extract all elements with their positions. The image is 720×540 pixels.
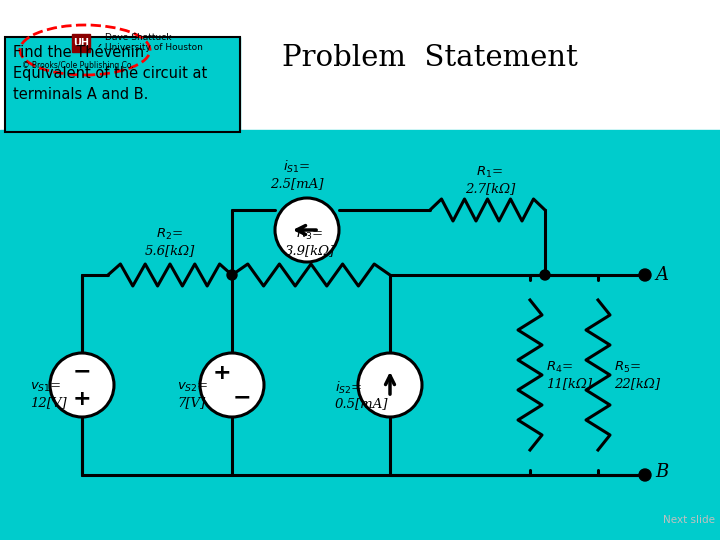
Text: +: + — [73, 389, 91, 409]
Text: Problem  Statement: Problem Statement — [282, 44, 578, 72]
Text: $R_3$=
3.9[kΩ]: $R_3$= 3.9[kΩ] — [285, 227, 335, 257]
Text: Next slide: Next slide — [663, 515, 715, 525]
Text: $R_1$=
2.7[kΩ]: $R_1$= 2.7[kΩ] — [465, 165, 515, 195]
Text: B: B — [655, 463, 668, 481]
Text: $v_{S2}$=
7[V]: $v_{S2}$= 7[V] — [177, 381, 209, 409]
Circle shape — [200, 353, 264, 417]
Text: $R_4$=
11[kΩ]: $R_4$= 11[kΩ] — [546, 360, 592, 390]
Circle shape — [639, 269, 651, 281]
Text: Find the Thévenin
Equivalent of the circuit at
terminals A and B.: Find the Thévenin Equivalent of the circ… — [13, 45, 207, 102]
Text: −: − — [233, 387, 251, 407]
Text: © Brooks/Cole Publishing Co.: © Brooks/Cole Publishing Co. — [22, 60, 134, 70]
Text: $R_5$=
22[kΩ]: $R_5$= 22[kΩ] — [614, 360, 660, 390]
Text: $i_{S1}$=
2.5[mA]: $i_{S1}$= 2.5[mA] — [270, 159, 324, 190]
Bar — [5, 37, 240, 132]
Text: A: A — [655, 266, 668, 284]
Text: Dave Shattuck: Dave Shattuck — [105, 33, 171, 43]
Circle shape — [540, 270, 550, 280]
Bar — [5, 37, 240, 132]
Text: University of Houston: University of Houston — [105, 43, 203, 51]
Circle shape — [50, 353, 114, 417]
Text: $R_2$=
5.6[kΩ]: $R_2$= 5.6[kΩ] — [145, 227, 195, 257]
Text: $i_{S2}$=
0.5[mA]: $i_{S2}$= 0.5[mA] — [335, 380, 389, 410]
Circle shape — [275, 198, 339, 262]
Text: −: − — [73, 361, 91, 381]
Text: UH: UH — [73, 38, 89, 48]
Bar — [72, 34, 90, 52]
Circle shape — [227, 270, 237, 280]
Circle shape — [358, 353, 422, 417]
Bar — [0, 0, 720, 130]
Bar — [0, 130, 720, 540]
Text: +: + — [212, 363, 231, 383]
Text: $v_{S1}$=
12[V]: $v_{S1}$= 12[V] — [30, 381, 67, 409]
Circle shape — [639, 469, 651, 481]
